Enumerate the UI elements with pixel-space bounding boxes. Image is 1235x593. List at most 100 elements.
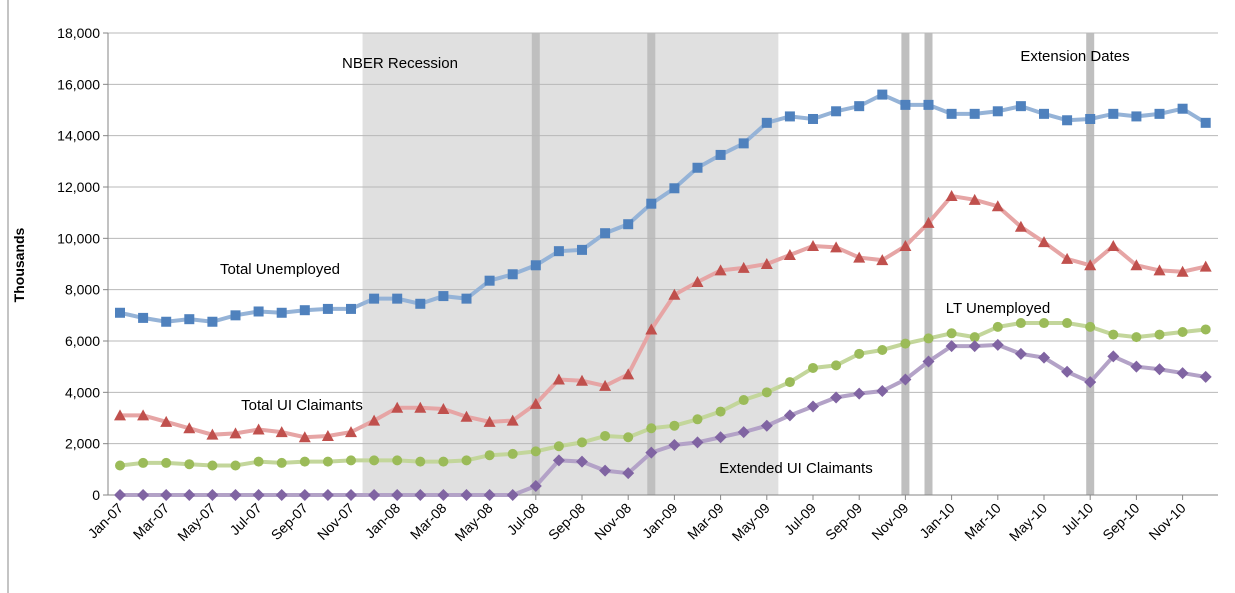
marker — [206, 489, 219, 501]
marker — [275, 426, 288, 438]
marker — [207, 460, 218, 471]
marker — [115, 460, 125, 471]
marker — [784, 377, 795, 388]
marker — [692, 162, 703, 173]
marker — [369, 293, 380, 304]
marker — [622, 368, 635, 380]
marker — [876, 254, 889, 266]
marker — [252, 489, 265, 501]
x-tick-label: Jan-08 — [362, 500, 404, 542]
marker — [415, 456, 426, 467]
marker — [460, 489, 473, 501]
marker — [923, 99, 934, 110]
x-tick-label: Jan-07 — [85, 500, 127, 542]
marker — [876, 385, 889, 398]
marker — [114, 489, 126, 501]
marker — [946, 328, 957, 339]
marker — [900, 99, 911, 110]
x-tick-label: May-07 — [174, 500, 218, 544]
marker — [346, 303, 356, 314]
marker — [761, 117, 772, 128]
x-tick-label: May-08 — [451, 500, 495, 544]
marker — [507, 269, 518, 280]
marker — [345, 426, 357, 438]
marker — [1107, 350, 1120, 363]
marker — [1015, 101, 1026, 112]
marker — [229, 489, 242, 501]
marker — [437, 403, 450, 415]
marker — [322, 456, 333, 467]
marker — [461, 293, 472, 304]
marker — [1177, 327, 1188, 338]
x-tick-label: Nov-10 — [1145, 500, 1188, 543]
marker — [1085, 113, 1096, 124]
marker — [854, 101, 865, 112]
series-label: Total UI Claimants — [241, 397, 363, 414]
marker — [1177, 103, 1188, 114]
marker — [230, 460, 241, 471]
marker — [946, 108, 957, 119]
marker — [483, 415, 496, 427]
marker — [137, 489, 150, 501]
marker — [808, 113, 818, 124]
x-tick-label: Jul-08 — [504, 500, 542, 538]
marker — [1085, 321, 1096, 332]
x-tick-label: May-10 — [1006, 500, 1050, 544]
marker — [392, 293, 403, 304]
marker — [737, 261, 750, 273]
recession-band — [362, 33, 779, 495]
marker — [1153, 363, 1166, 376]
marker — [991, 338, 1004, 351]
marker — [645, 446, 658, 459]
marker — [1107, 240, 1120, 252]
x-tick-label: Mar-07 — [130, 500, 173, 543]
marker — [530, 260, 541, 271]
marker — [1108, 108, 1119, 119]
x-tick-label: Jan-09 — [639, 500, 681, 542]
marker — [1130, 360, 1143, 373]
y-tick-label: 12,000 — [57, 179, 100, 195]
marker — [484, 275, 495, 286]
marker — [854, 348, 865, 359]
marker — [299, 305, 310, 316]
marker — [761, 387, 772, 398]
marker — [714, 264, 727, 276]
marker — [184, 314, 195, 325]
marker — [276, 457, 287, 468]
marker — [599, 379, 612, 391]
marker — [115, 307, 125, 318]
marker — [529, 480, 542, 493]
marker — [160, 489, 173, 501]
marker — [391, 401, 404, 413]
marker — [1015, 318, 1026, 329]
marker — [715, 149, 726, 160]
marker — [1038, 236, 1050, 248]
marker — [668, 288, 681, 300]
marker — [577, 244, 587, 255]
x-tick-label: May-09 — [729, 500, 773, 544]
marker — [599, 464, 612, 477]
marker — [183, 422, 196, 434]
marker — [252, 423, 265, 435]
marker — [600, 228, 611, 239]
marker — [507, 448, 518, 459]
marker — [830, 241, 843, 253]
x-tick-label: Jan-10 — [916, 500, 958, 542]
extension-date-bar — [647, 33, 656, 495]
x-tick-label: Sep-08 — [545, 500, 588, 543]
marker — [1061, 252, 1074, 264]
extension-date-bar — [924, 33, 933, 495]
marker — [1153, 264, 1166, 276]
marker — [276, 307, 287, 318]
marker — [1131, 111, 1142, 122]
marker — [1084, 259, 1097, 271]
marker — [668, 438, 681, 451]
marker — [1131, 332, 1142, 343]
marker — [577, 437, 587, 448]
marker — [552, 373, 565, 385]
marker — [160, 415, 173, 427]
marker — [600, 430, 611, 441]
x-tick-label: Jul-07 — [226, 500, 264, 538]
